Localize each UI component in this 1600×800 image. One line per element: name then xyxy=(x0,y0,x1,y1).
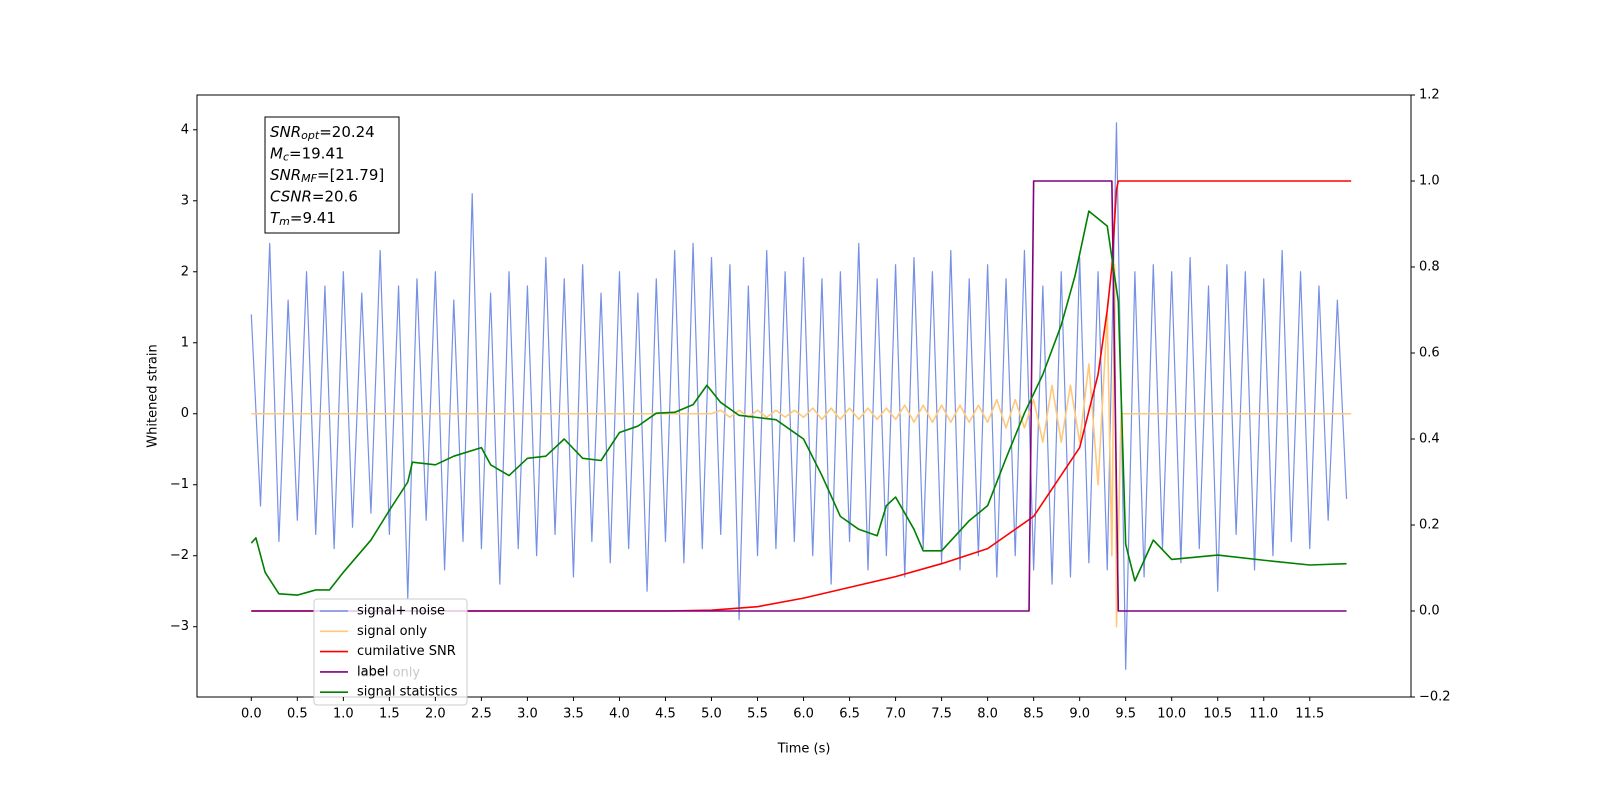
series-line xyxy=(250,210,1347,596)
y-tick-label: 4 xyxy=(181,122,189,137)
y2-tick-label: 0.8 xyxy=(1419,260,1440,275)
x-tick-label: 8.5 xyxy=(1023,707,1044,722)
annotation-value: =20.24 xyxy=(319,123,375,141)
annotation-line: SNRopt=20.24 xyxy=(270,123,375,143)
x-axis-label: Time (s) xyxy=(777,742,831,757)
plot-area xyxy=(250,122,1352,670)
series-line xyxy=(250,122,1348,670)
y-tick-label: −2 xyxy=(170,548,189,563)
annotation-subscript: MF xyxy=(301,172,317,185)
legend-label: signal+ noise xyxy=(357,604,445,619)
annotation-subscript: opt xyxy=(301,129,320,142)
x-tick-label: 3.5 xyxy=(563,707,584,722)
x-tick-label: 8.0 xyxy=(977,707,998,722)
y-tick-label: 3 xyxy=(181,193,189,208)
annotation-symbol: CSNR xyxy=(270,187,312,205)
x-tick-label: 7.5 xyxy=(931,707,952,722)
x-tick-label: 10.5 xyxy=(1203,707,1232,722)
x-tick-label: 3.0 xyxy=(517,707,538,722)
y2-tick-label: 0.6 xyxy=(1419,346,1440,361)
x-tick-label: 0.5 xyxy=(287,707,308,722)
y-tick-label: 1 xyxy=(181,335,189,350)
annotation-symbol: SNR xyxy=(270,123,301,141)
x-tick-label: 4.0 xyxy=(609,707,630,722)
series-line xyxy=(251,180,1347,612)
annotation-symbol: SNR xyxy=(270,166,301,184)
legend-label: signal only xyxy=(357,624,427,639)
annotation-frame xyxy=(264,116,400,234)
y2-tick-label: 0.4 xyxy=(1419,432,1440,447)
x-tick-label: 7.0 xyxy=(885,707,906,722)
x-tick-label: 6.5 xyxy=(839,707,860,722)
legend-frame xyxy=(313,598,468,706)
x-tick-label: 9.0 xyxy=(1069,707,1090,722)
annotation-symbol: T xyxy=(270,209,281,227)
y2-tick-label: −0.2 xyxy=(1419,690,1451,705)
y-tick-label: 0 xyxy=(181,406,189,421)
y2-tick-label: 1.0 xyxy=(1419,174,1440,189)
legend-label: signal statistics xyxy=(357,685,458,700)
x-tick-label: 4.5 xyxy=(655,707,676,722)
x-tick-label: 5.0 xyxy=(701,707,722,722)
annotation-line: CSNR=20.6 xyxy=(270,187,358,205)
annotation-line: Mc=19.41 xyxy=(270,144,345,164)
legend: label only signal+ noise signal only cumila… xyxy=(313,598,468,706)
legend-ghost-text: label only xyxy=(357,666,420,681)
annotation-line: Tm=9.41 xyxy=(270,209,336,229)
y-tick-label: −1 xyxy=(170,477,189,492)
y2-tick-label: 1.2 xyxy=(1419,88,1440,103)
y-tick-label: −3 xyxy=(170,619,189,634)
x-tick-label: 5.5 xyxy=(747,707,768,722)
annotation-subscript: c xyxy=(283,151,289,164)
x-tick-label: 1.5 xyxy=(379,707,400,722)
annotation-value: =[21.79] xyxy=(317,166,384,184)
x-tick-label: 9.5 xyxy=(1115,707,1136,722)
x-tick-label: 2.0 xyxy=(425,707,446,722)
annotation-subscript: m xyxy=(279,215,290,228)
x-tick-label: 11.5 xyxy=(1295,707,1324,722)
y-axis-label: Whitened strain xyxy=(146,344,161,447)
x-tick-label: 1.0 xyxy=(333,707,354,722)
legend-label: label xyxy=(357,664,388,679)
annotation-symbol: M xyxy=(270,144,283,162)
x-tick-label: 10.0 xyxy=(1157,707,1186,722)
annotation-value: =20.6 xyxy=(312,187,358,205)
legend-label: cumilative SNR xyxy=(357,644,456,659)
annotation-lines: SNRopt=20.24Mc=19.41SNRMF=[21.79]CSNR=20… xyxy=(270,123,384,229)
annotation-box: SNRopt=20.24Mc=19.41SNRMF=[21.79]CSNR=20… xyxy=(264,116,400,234)
annotation-value: =9.41 xyxy=(290,209,336,227)
x-tick-label: 6.0 xyxy=(793,707,814,722)
annotation-line: SNRMF=[21.79] xyxy=(270,166,384,186)
x-tick-label: 0.0 xyxy=(241,707,262,722)
annotation-value: =19.41 xyxy=(289,144,345,162)
y-tick-label: 2 xyxy=(181,264,189,279)
y2-tick-label: 0.2 xyxy=(1419,518,1440,533)
y2-tick-label: 0.0 xyxy=(1419,604,1440,619)
series-line xyxy=(251,263,1352,628)
x-tick-label: 11.0 xyxy=(1249,707,1278,722)
x-tick-label: 2.5 xyxy=(471,707,492,722)
